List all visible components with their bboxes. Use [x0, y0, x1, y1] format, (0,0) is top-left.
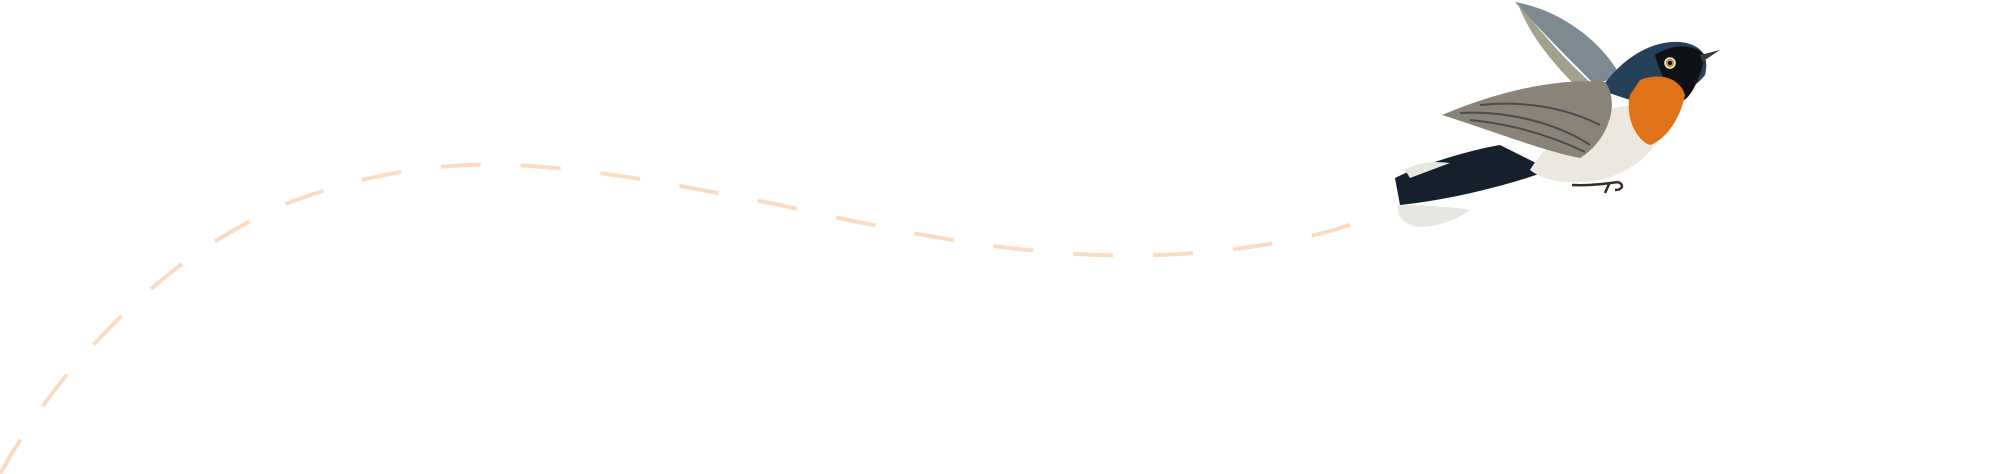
dashed-flight-path [0, 162, 1371, 474]
bird-illustration [1395, 2, 1720, 227]
bird-throat [1628, 76, 1685, 145]
bird-tail [1395, 145, 1550, 205]
bird-upper-wing [1515, 2, 1620, 85]
bird-beak [1700, 50, 1720, 62]
bird-foot [1571, 180, 1624, 194]
